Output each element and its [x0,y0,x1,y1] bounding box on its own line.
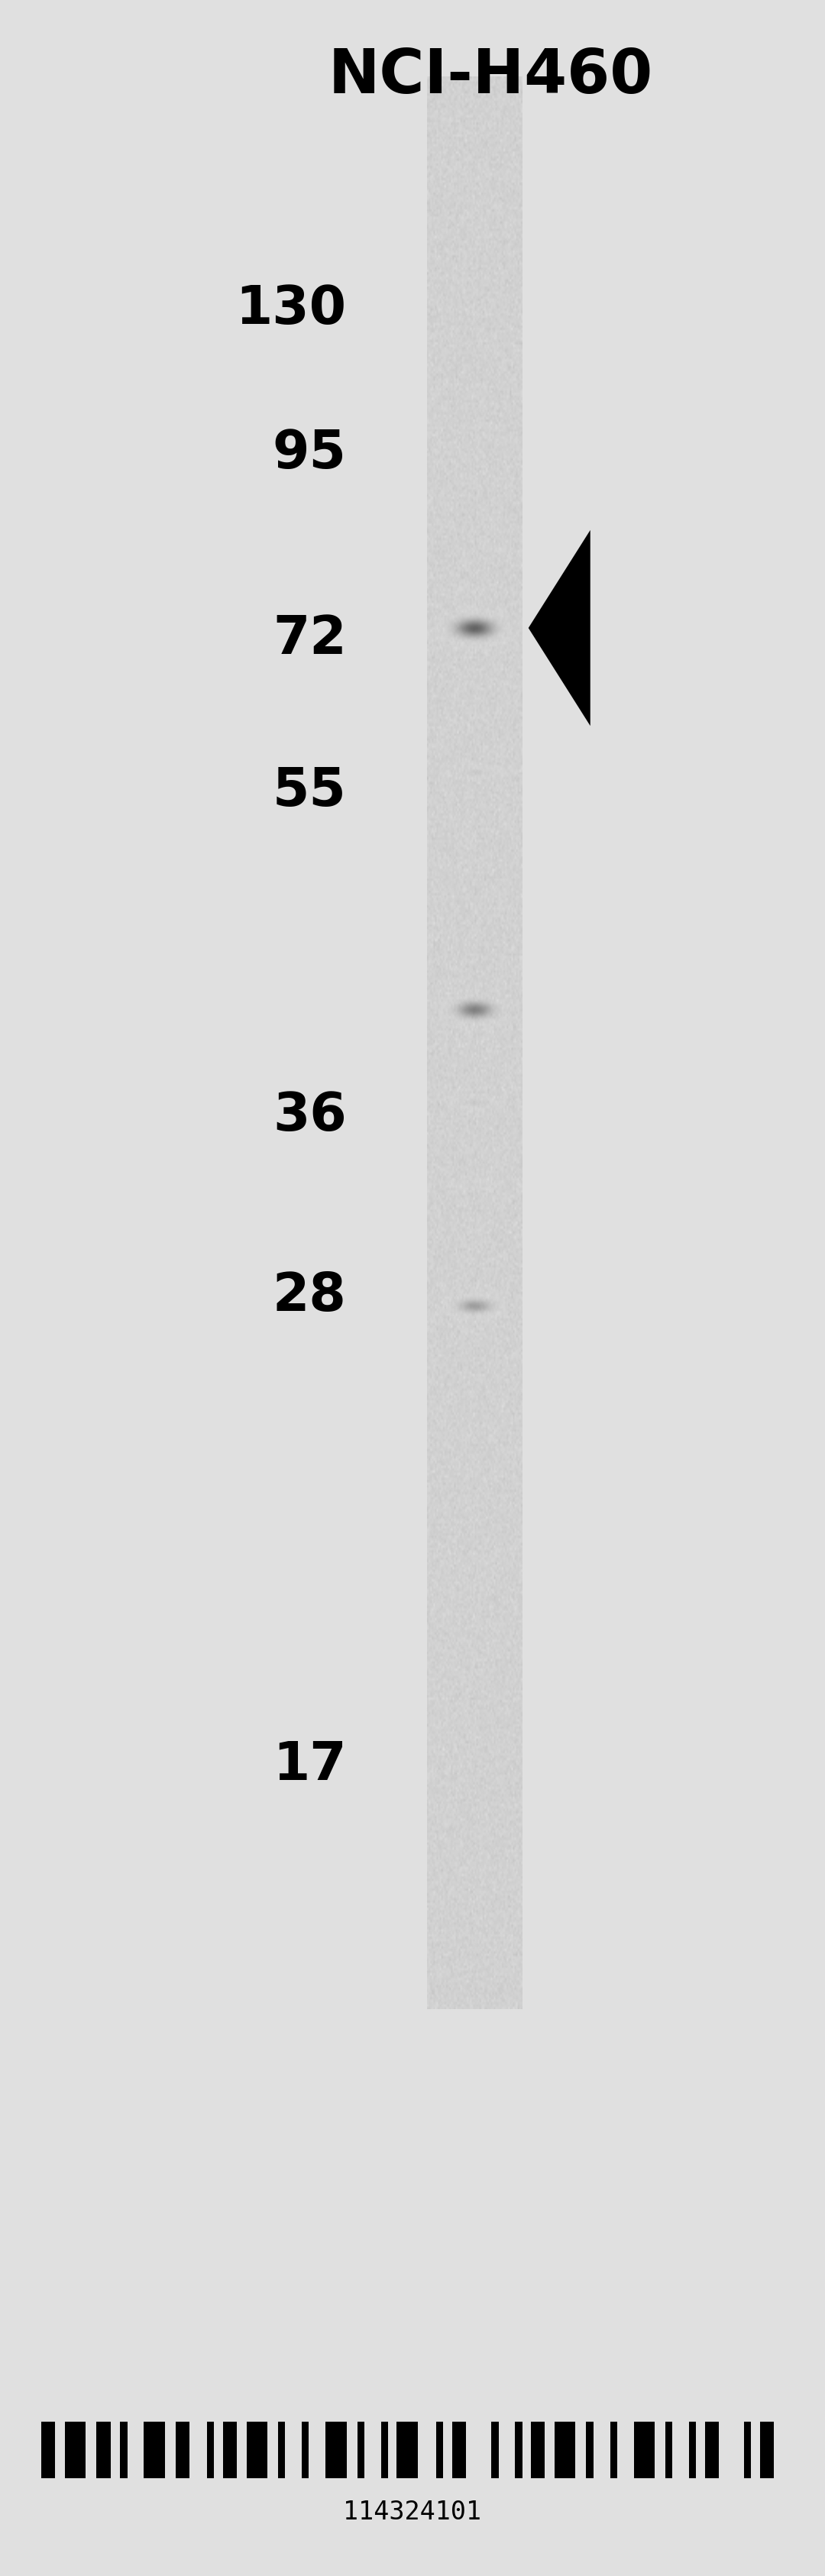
Bar [452,2421,466,2478]
Bar [610,2421,617,2478]
Bar [397,2421,417,2478]
Bar [744,2421,752,2478]
Polygon shape [529,531,590,726]
Bar [144,2421,165,2478]
Bar [665,2421,672,2478]
Bar [436,2421,443,2478]
Bar [554,2421,576,2478]
Bar [531,2421,544,2478]
Bar [326,2421,346,2478]
Text: 55: 55 [272,765,346,817]
Bar [302,2421,309,2478]
Bar [41,2421,55,2478]
Bar [515,2421,522,2478]
Bar [176,2421,190,2478]
Text: 95: 95 [272,428,346,479]
Bar [705,2421,719,2478]
Bar [223,2421,237,2478]
Text: NCI-H460: NCI-H460 [328,46,653,106]
Bar [120,2421,127,2478]
Bar [247,2421,267,2478]
Bar [492,2421,498,2478]
Bar [278,2421,285,2478]
Bar [587,2421,593,2478]
Text: 72: 72 [273,613,346,665]
Bar [381,2421,388,2478]
Text: 130: 130 [236,283,346,335]
Text: 36: 36 [272,1090,346,1141]
Text: 114324101: 114324101 [343,2499,482,2524]
Bar [357,2421,364,2478]
Bar [97,2421,111,2478]
Bar [634,2421,654,2478]
Bar [207,2421,214,2478]
Bar [65,2421,86,2478]
Text: 17: 17 [273,1739,346,1790]
Bar [760,2421,774,2478]
Bar [689,2421,696,2478]
Text: 28: 28 [272,1270,346,1321]
